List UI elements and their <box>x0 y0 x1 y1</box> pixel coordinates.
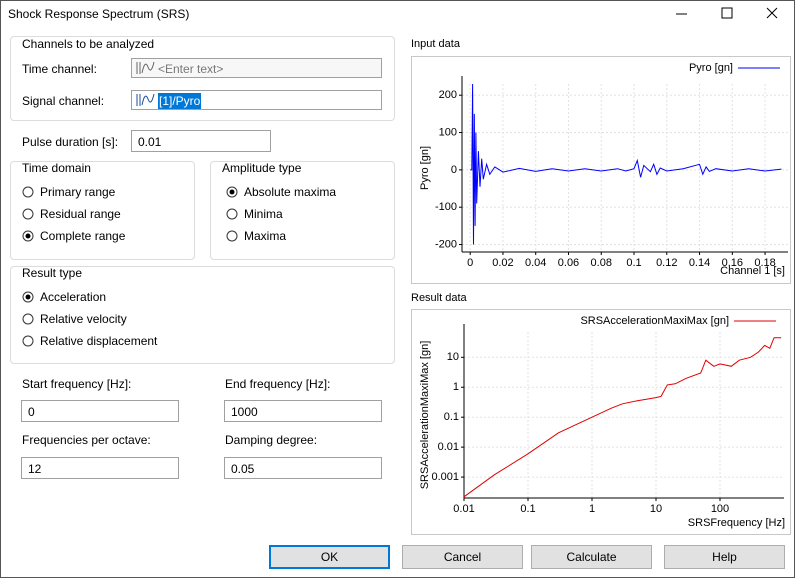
x-axis-label: Channel 1 [s] <box>720 265 785 277</box>
x-tick-label: 0.1 <box>626 257 641 269</box>
field-label: Time channel: <box>22 62 97 76</box>
field-label: Frequencies per octave: <box>22 433 151 447</box>
x-tick-label: 0.1 <box>520 503 535 515</box>
group-box <box>10 266 395 364</box>
window-title: Shock Response Spectrum (SRS) <box>8 7 190 21</box>
per-octave-input[interactable]: 12 <box>21 457 179 479</box>
radio-label: Absolute maxima <box>244 185 337 199</box>
selected-text: [1]/Pyro <box>158 93 202 109</box>
y-tick-label: 0.01 <box>438 441 459 453</box>
x-tick-label: 0.06 <box>558 257 579 269</box>
legend-label: SRSAccelerationMaxiMax [gn] <box>580 315 729 327</box>
y-tick-label: 0.1 <box>444 411 459 423</box>
x-tick-label: 0.01 <box>453 503 474 515</box>
group-title: Result type <box>22 266 83 280</box>
x-tick-label: 0.08 <box>591 257 612 269</box>
group-box <box>10 161 195 260</box>
radio-option[interactable]: Maxima <box>226 229 286 243</box>
y-tick-label: 100 <box>439 126 457 138</box>
x-tick-label: 0.04 <box>525 257 546 269</box>
channel-icon <box>136 61 155 74</box>
x-tick-label: 100 <box>711 503 729 515</box>
ok-button[interactable]: OK <box>269 545 390 569</box>
radio-label: Minima <box>244 207 283 221</box>
radio-label: Complete range <box>40 229 126 243</box>
radio-option[interactable]: Primary range <box>22 185 115 199</box>
y-tick-label: 0.001 <box>431 471 459 483</box>
chart-title: Input data <box>411 38 461 50</box>
x-tick-label: 0.14 <box>689 257 710 269</box>
y-axis-label: Pyro [gn] <box>419 146 431 190</box>
y-tick-label: -100 <box>435 201 457 213</box>
radio-option[interactable]: Acceleration <box>22 290 106 304</box>
damping-input[interactable]: 0.05 <box>224 457 382 479</box>
channel-icon <box>136 93 155 106</box>
data-line <box>470 83 782 245</box>
y-tick-label: 0 <box>451 164 457 176</box>
x-tick-label: 0.02 <box>492 257 513 269</box>
radio-option[interactable]: Residual range <box>22 207 121 221</box>
x-tick-label: 1 <box>589 503 595 515</box>
y-tick-label: -200 <box>435 238 457 250</box>
start-frequency-input[interactable]: 0 <box>21 400 179 422</box>
x-axis-label: SRSFrequency [Hz] <box>688 517 785 529</box>
chart-frame <box>411 309 791 535</box>
radio-option[interactable]: Absolute maxima <box>226 185 336 199</box>
y-tick-label: 10 <box>447 351 459 363</box>
pulse-input[interactable]: 0.01 <box>131 130 271 152</box>
radio-label: Relative velocity <box>40 312 127 326</box>
help-button[interactable]: Help <box>664 545 785 569</box>
radio-option[interactable]: Relative velocity <box>22 312 127 326</box>
radio-option[interactable]: Minima <box>226 207 283 221</box>
x-tick-label: 0.18 <box>754 257 775 269</box>
y-tick-label: 1 <box>453 381 459 393</box>
cancel-button[interactable]: Cancel <box>402 545 523 569</box>
x-tick-label: 0 <box>467 257 473 269</box>
legend-label: Pyro [gn] <box>689 62 733 74</box>
y-axis-label: SRSAccelerationMaxiMax [gn] <box>419 341 431 490</box>
field-label: Start frequency [Hz]: <box>22 377 132 391</box>
x-tick-label: 0.12 <box>656 257 677 269</box>
group-title: Amplitude type <box>222 161 302 175</box>
radio-label: Maxima <box>244 229 287 243</box>
radio-option[interactable]: Relative displacement <box>22 334 157 348</box>
radio-label: Primary range <box>40 185 116 199</box>
close-button[interactable] <box>766 7 778 19</box>
radio-label: Relative displacement <box>40 334 158 348</box>
field-label: End frequency [Hz]: <box>225 377 331 391</box>
x-tick-label: 0.16 <box>722 257 743 269</box>
data-line <box>463 337 782 498</box>
group-box <box>210 161 395 260</box>
field-label: Pulse duration [s]: <box>22 135 119 149</box>
maximize-button[interactable] <box>721 7 733 19</box>
group-title: Channels to be analyzed <box>22 37 155 51</box>
field-label: Signal channel: <box>22 94 105 108</box>
time-channel-input[interactable]: <Enter text> <box>131 58 382 78</box>
end-frequency-input[interactable]: 1000 <box>224 400 382 422</box>
calculate-button[interactable]: Calculate <box>531 545 652 569</box>
group-box <box>10 36 395 121</box>
y-tick-label: 200 <box>439 89 457 101</box>
signal-channel-input[interactable]: [1]/Pyro <box>131 90 382 110</box>
radio-option[interactable]: Complete range <box>22 229 125 243</box>
field-label: Damping degree: <box>225 433 318 447</box>
x-tick-label: 10 <box>650 503 662 515</box>
radio-label: Residual range <box>40 207 121 221</box>
group-title: Time domain <box>22 161 91 175</box>
chart-title: Result data <box>411 292 468 304</box>
radio-label: Acceleration <box>40 290 107 304</box>
